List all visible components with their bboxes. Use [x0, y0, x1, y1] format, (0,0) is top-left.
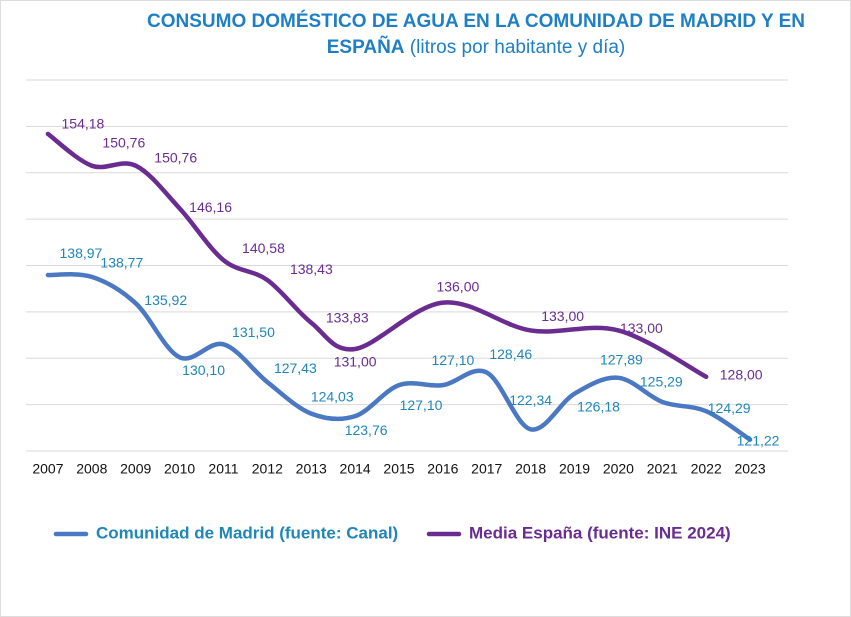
data-label: 154,18 — [62, 116, 105, 132]
data-label: 124,29 — [708, 400, 751, 416]
data-label: 136,00 — [436, 278, 479, 294]
x-tick-label: 2016 — [427, 461, 458, 477]
data-label: 131,50 — [232, 324, 275, 340]
data-label: 127,10 — [431, 352, 474, 368]
data-label: 127,43 — [274, 360, 317, 376]
legend-label: Comunidad de Madrid (fuente: Canal) — [96, 523, 398, 542]
data-line — [45, 272, 753, 442]
chart-subtitle: (litros por habitante y día) — [409, 37, 626, 58]
x-tick-label: 2015 — [383, 461, 414, 477]
data-label: 140,58 — [242, 240, 285, 256]
data-label: 138,77 — [100, 255, 143, 271]
data-label: 127,89 — [600, 352, 643, 368]
x-tick-label: 2020 — [603, 461, 634, 477]
x-tick-label: 2007 — [32, 461, 63, 477]
data-label: 133,00 — [620, 320, 663, 336]
title-block: CONSUMO DOMÉSTICO DE AGUA EN LA COMUNIDA… — [131, 9, 821, 61]
x-tick-label: 2019 — [559, 461, 590, 477]
x-tick-label: 2014 — [340, 461, 371, 477]
data-label: 146,16 — [189, 199, 232, 215]
x-tick-label: 2017 — [471, 461, 502, 477]
x-tick-label: 2018 — [515, 461, 546, 477]
x-tick-label: 2008 — [76, 461, 107, 477]
data-label: 128,46 — [489, 346, 532, 362]
data-label: 138,43 — [290, 261, 333, 277]
x-tick-label: 2012 — [252, 461, 283, 477]
data-label: 135,92 — [144, 292, 187, 308]
x-tick-label: 2009 — [120, 461, 151, 477]
chart-title: CONSUMO DOMÉSTICO DE AGUA EN LA COMUNIDA… — [147, 11, 805, 58]
data-label: 150,76 — [102, 134, 145, 150]
x-tick-label: 2013 — [296, 461, 327, 477]
data-label: 126,18 — [577, 398, 620, 414]
legend-label: Media España (fuente: INE 2024) — [469, 523, 731, 542]
x-tick-label: 2021 — [647, 461, 678, 477]
data-label: 133,00 — [541, 308, 584, 324]
data-label: 124,03 — [311, 388, 354, 404]
x-tick-label: 2022 — [691, 461, 722, 477]
data-line — [45, 131, 709, 380]
x-tick-label: 2023 — [734, 461, 765, 477]
x-tick-label: 2011 — [208, 461, 238, 477]
data-label: 138,97 — [60, 245, 103, 261]
data-label: 125,29 — [640, 374, 683, 390]
data-label: 128,00 — [720, 367, 763, 383]
data-label: 122,34 — [509, 392, 552, 408]
data-label: 123,76 — [345, 422, 388, 438]
data-label: 150,76 — [154, 149, 197, 165]
data-label: 121,22 — [737, 432, 780, 448]
data-label: 130,10 — [182, 362, 225, 378]
data-label: 133,83 — [326, 309, 369, 325]
data-label: 127,10 — [400, 397, 443, 413]
x-tick-label: 2010 — [164, 461, 195, 477]
data-label: 131,00 — [334, 354, 377, 370]
